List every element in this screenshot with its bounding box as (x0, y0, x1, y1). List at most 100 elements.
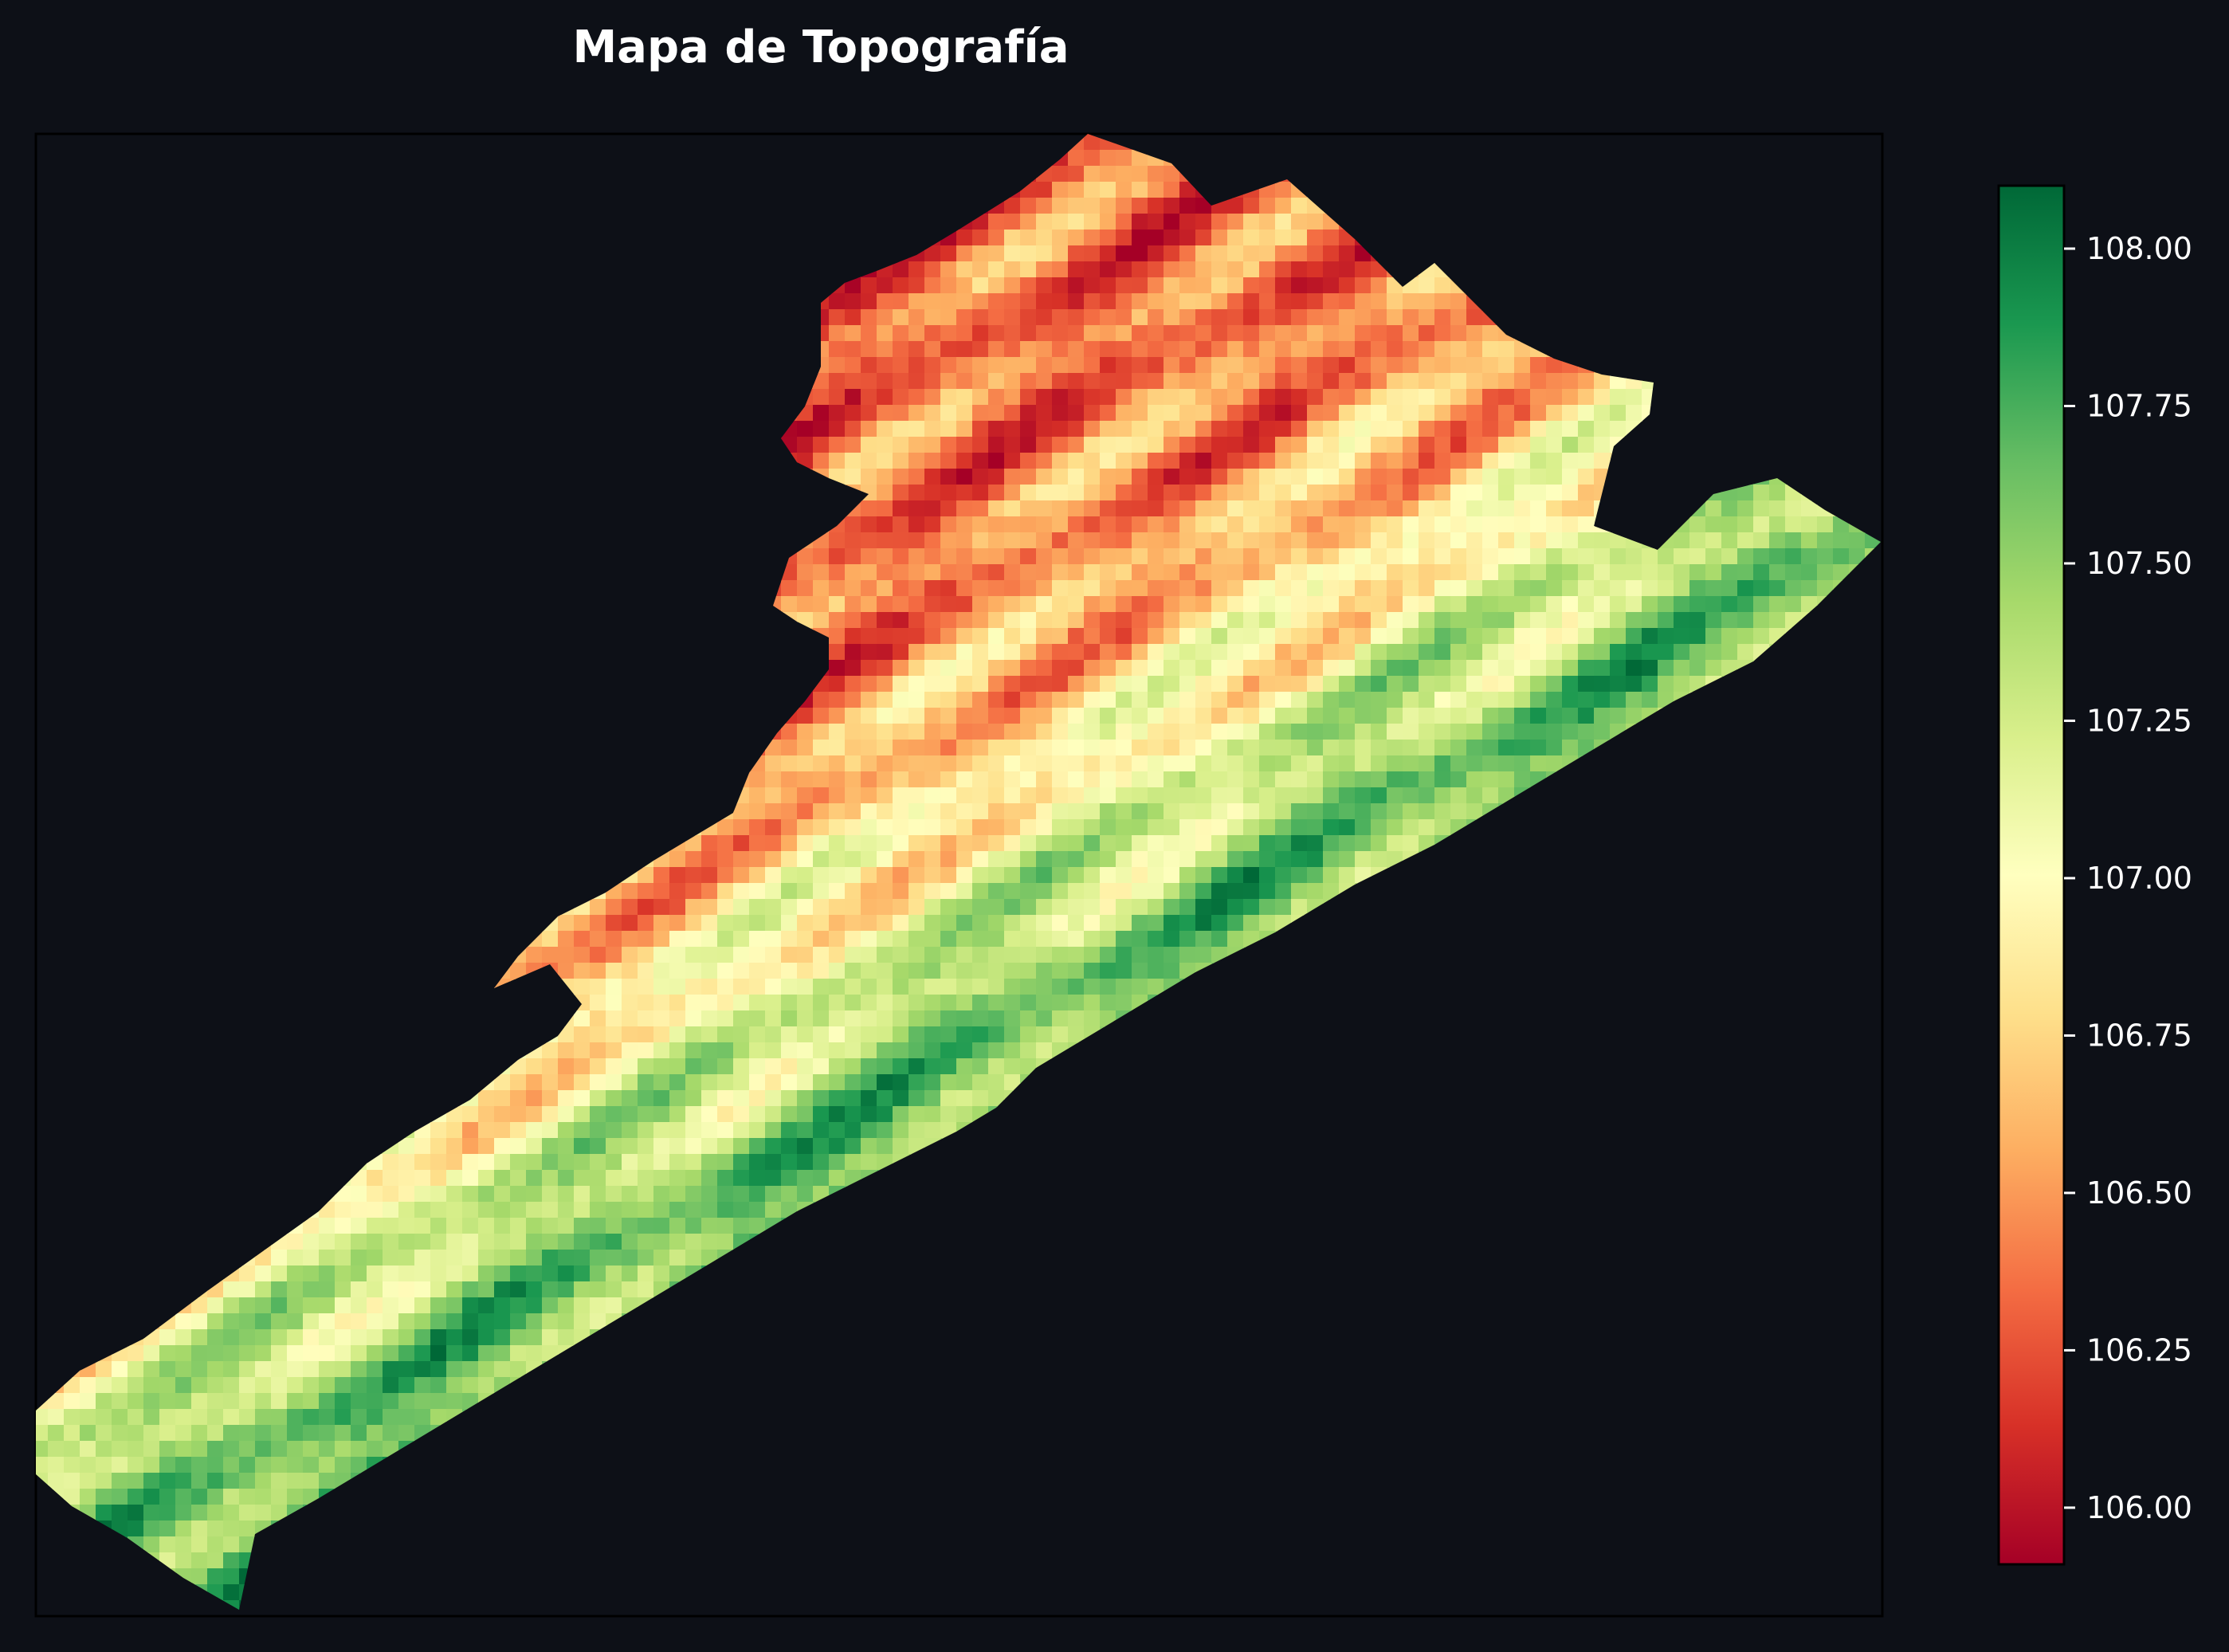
heatmap-cell (845, 357, 861, 374)
heatmap-cell (861, 724, 877, 740)
heatmap-cell (1371, 389, 1387, 406)
heatmap-cell (1658, 580, 1674, 597)
heatmap-cell (940, 516, 957, 533)
heatmap-cell (1626, 564, 1642, 581)
heatmap-cell (1466, 708, 1483, 724)
heatmap-cell (1148, 182, 1164, 198)
heatmap-cell (1036, 660, 1053, 677)
heatmap-cell (1004, 580, 1021, 597)
heatmap-cell (1084, 341, 1101, 358)
heatmap-cell (845, 755, 861, 772)
heatmap-cell (1403, 357, 1419, 374)
heatmap-cell (1594, 724, 1611, 740)
heatmap-cell (797, 740, 814, 756)
heatmap-cell (1243, 405, 1260, 422)
heatmap-cell (893, 277, 909, 294)
heatmap-cell (908, 803, 925, 820)
heatmap-cell (1307, 644, 1324, 661)
heatmap-cell (1482, 500, 1499, 517)
heatmap-cell (1211, 708, 1228, 724)
heatmap-cell (1498, 644, 1515, 661)
heatmap-cell (1355, 341, 1372, 358)
heatmap-cell (813, 771, 830, 788)
heatmap-cell (1419, 660, 1435, 677)
heatmap-cell (1307, 309, 1324, 326)
heatmap-cell (1068, 230, 1085, 246)
heatmap-cell (1291, 755, 1308, 772)
heatmap-cell (1036, 421, 1053, 438)
heatmap-cell (1403, 469, 1419, 485)
heatmap-cell (1211, 740, 1228, 756)
heatmap-cell (924, 437, 941, 453)
heatmap-cell (1100, 230, 1116, 246)
heatmap-cell (1450, 500, 1467, 517)
heatmap-cell (1052, 740, 1069, 756)
heatmap-cell (924, 453, 941, 469)
heatmap-cell (1753, 532, 1770, 549)
heatmap-cell (972, 771, 989, 788)
heatmap-cell (1546, 596, 1563, 613)
heatmap-cell (845, 596, 861, 613)
heatmap-cell (1339, 692, 1356, 708)
heatmap-cell (1179, 500, 1196, 517)
heatmap-cell (1116, 787, 1132, 804)
heatmap-cell (1036, 724, 1053, 740)
heatmap-cell (1403, 644, 1419, 661)
heatmap-cell (1689, 644, 1706, 661)
heatmap-cell (972, 724, 989, 740)
heatmap-cell (1243, 803, 1260, 820)
heatmap-cell (1164, 373, 1180, 390)
heatmap-cell (1259, 389, 1276, 406)
heatmap-cell (1562, 740, 1579, 756)
heatmap-cell (877, 469, 893, 485)
heatmap-cell (1562, 564, 1579, 581)
heatmap-cell (1084, 166, 1101, 182)
heatmap-cell (1132, 421, 1148, 438)
heatmap-cell (1355, 708, 1372, 724)
heatmap-cell (1849, 548, 1866, 565)
heatmap-cell (1020, 724, 1037, 740)
heatmap-cell (908, 421, 925, 438)
heatmap-cell (829, 373, 846, 390)
heatmap-cell (1498, 469, 1515, 485)
heatmap-cell (1482, 708, 1499, 724)
heatmap-cell (1259, 421, 1276, 438)
heatmap-cell (1466, 485, 1483, 501)
heatmap-cell (1466, 740, 1483, 756)
heatmap-cell (1227, 214, 1244, 230)
heatmap-cell (1482, 469, 1499, 485)
heatmap-cell (1419, 469, 1435, 485)
heatmap-cell (1084, 277, 1101, 294)
heatmap-cell (1052, 182, 1069, 198)
heatmap-cell (924, 628, 941, 645)
heatmap-cell (1466, 580, 1483, 597)
heatmap-cell (1291, 293, 1308, 310)
heatmap-cell (1100, 548, 1116, 565)
heatmap-cell (972, 405, 989, 422)
heatmap-cell (1323, 660, 1340, 677)
heatmap-cell (1594, 389, 1611, 406)
heatmap-cell (988, 580, 1005, 597)
heatmap-cell (1148, 580, 1164, 597)
heatmap-cell (1020, 341, 1037, 358)
heatmap-cell (1020, 245, 1037, 262)
heatmap-cell (1482, 516, 1499, 533)
heatmap-cell (1084, 564, 1101, 581)
heatmap-cell (908, 676, 925, 693)
heatmap-cell (1291, 628, 1308, 645)
heatmap-cell (908, 341, 925, 358)
heatmap-cell (1482, 532, 1499, 549)
heatmap-cell (1243, 771, 1260, 788)
heatmap-cell (1801, 580, 1818, 597)
heatmap-cell (1004, 389, 1021, 406)
heatmap-cell (1450, 596, 1467, 613)
heatmap-cell (1116, 740, 1132, 756)
heatmap-cell (1355, 532, 1372, 549)
heatmap-cell (988, 469, 1005, 485)
heatmap-cell (1148, 309, 1164, 326)
heatmap-cell (845, 389, 861, 406)
heatmap-cell (1227, 261, 1244, 278)
heatmap-cell (1259, 803, 1276, 820)
heatmap-cell (1817, 580, 1834, 597)
heatmap-cell (1004, 373, 1021, 390)
